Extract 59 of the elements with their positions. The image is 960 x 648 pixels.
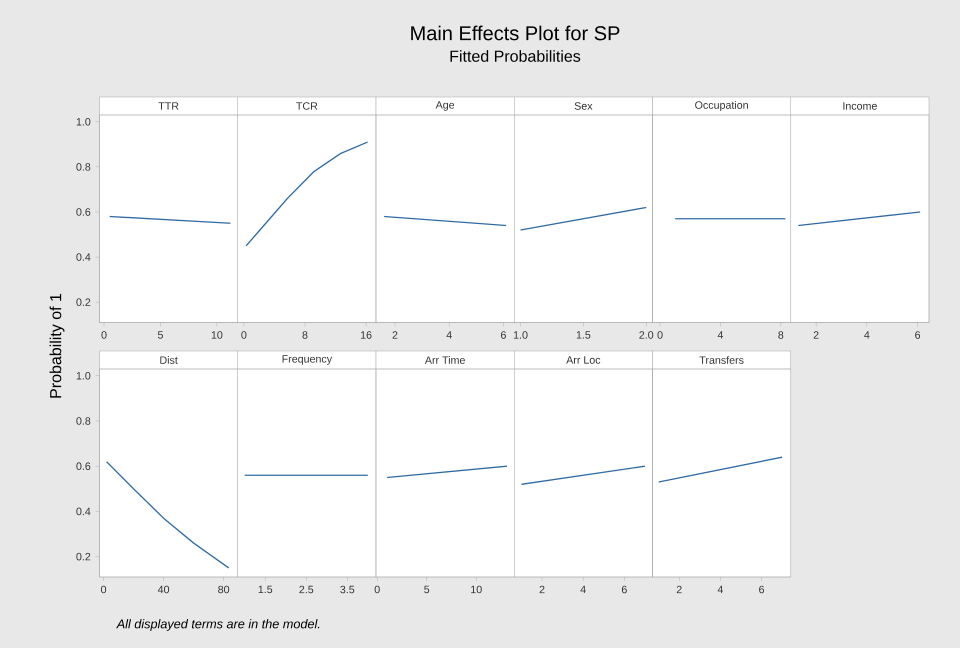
chart-title: Income [843,102,877,110]
y-tick-label: 0.4 [76,253,90,261]
x-tick-label: 1.5 [576,331,590,339]
x-tick-label: 4 [718,586,724,594]
y-tick-label: 0.6 [76,208,90,216]
x-tick-label: 0 [374,586,380,594]
x-tick-label: 80 [218,586,230,594]
x-tick-label: 6 [915,331,920,339]
line-series [106,461,230,569]
chart-title: Dist [160,356,178,364]
x-tick-label: 16 [360,331,372,339]
x-tick-label: 40 [158,586,170,594]
x-tick-label: 3.5 [340,586,354,594]
x-tick-label: 6 [500,331,506,339]
x-tick-label: 6 [622,586,627,594]
x-tick-label: 4 [718,331,724,339]
x-tick-label: 0 [101,586,106,594]
chart-title: TCR [296,102,318,110]
y-tick-label: 1.0 [76,118,90,126]
chart-title: Arr Loc [566,356,600,364]
x-tick-label: 5 [424,586,430,594]
y-tick-label: 0.6 [76,462,90,470]
x-tick-label: 5 [158,331,163,339]
text: Main Effects Plot for SP [411,26,620,40]
x-tick-label: 0 [241,331,246,339]
y-tick-label: 0.2 [76,298,90,306]
chart-title: Transfers [700,356,744,364]
text: Fitted Probabilities [450,50,580,62]
x-tick-label: 6 [759,586,764,594]
x-tick-label: 1.0 [514,331,528,339]
x-tick-label: 10 [212,331,222,339]
x-tick-label: 4 [446,331,452,339]
x-tick-label: 2 [676,586,682,594]
chart-title: Arr Time [424,356,465,364]
chart-title: Sex [574,102,592,110]
x-tick-label: 2.5 [299,586,314,594]
x-tick-label: 10 [471,586,482,594]
x-tick-label: 4 [580,586,586,594]
x-tick-label: 2 [814,331,819,339]
chart-title: Occupation [695,101,748,111]
chart-title: Age [436,101,454,111]
y-tick-label: 0.2 [76,552,90,560]
x-tick-label: 2 [392,331,398,339]
x-tick-label: 2 [540,586,544,594]
y-tick-label: 0.8 [76,163,90,171]
x-tick-label: 1.5 [258,586,272,594]
y-tick-label: 0.4 [76,508,90,516]
x-tick-label: 2.0 [639,331,654,339]
text: Probability of 1 [50,294,64,398]
chart-title: Frequency [282,355,332,365]
y-tick-label: 1.0 [76,372,90,380]
text: All displayed terms are in the model. [116,619,320,631]
x-tick-label: 0 [658,331,663,339]
x-tick-label: 8 [778,331,784,339]
x-tick-label: 0 [101,331,107,339]
chart-title: TTR [158,102,179,110]
x-tick-label: 4 [864,331,870,339]
y-tick-label: 0.8 [76,417,90,425]
x-tick-label: 8 [302,331,308,339]
